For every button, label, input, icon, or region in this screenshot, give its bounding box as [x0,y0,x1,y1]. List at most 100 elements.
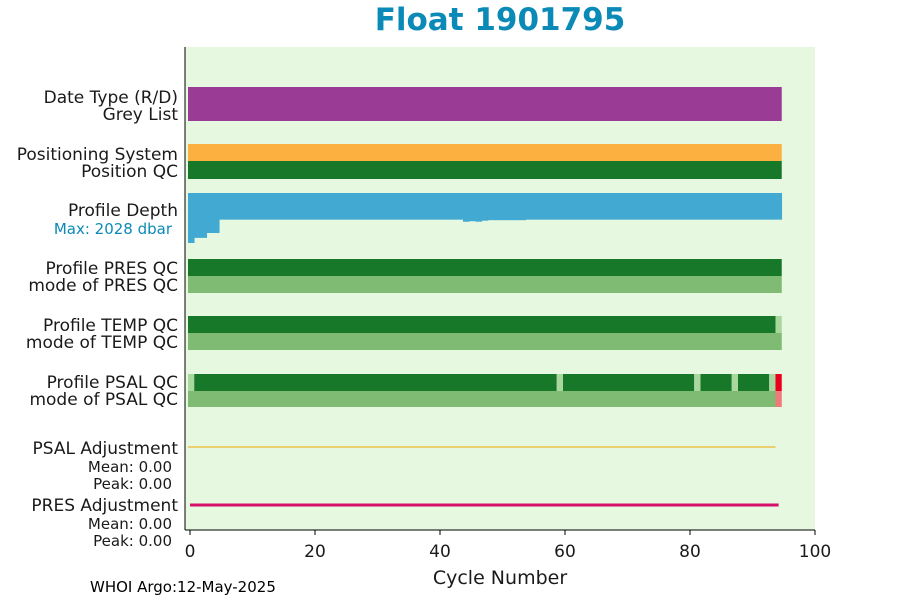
profile-depth-bar [650,193,658,220]
row-label-profile-psal-qc: Profile PSAL QC [47,373,178,393]
profile-depth-bar [513,193,520,221]
bar-grey-list [188,104,782,121]
profile-depth-bar [613,193,620,220]
profile-depth-bar [400,193,408,220]
profile-depth-bar [263,193,270,220]
pres-adjustment-peak: Peak: 0.00 [93,532,172,550]
row-label-grey-list: Grey List [103,105,179,125]
profile-depth-bar [394,193,401,220]
bar-profile-pres-qc [188,259,782,276]
profile-depth-bar [306,193,314,220]
axes: 0 20 40 60 80 100 [184,47,831,562]
bar-profile-psal-qc [731,374,738,391]
profile-depth-bar [506,193,514,221]
bar-profile-psal-qc [700,374,732,391]
profile-depth-bar [556,193,564,220]
profile-depth-bar [281,193,289,220]
profile-depth-bar [744,193,751,220]
profile-depth-bar [681,193,689,220]
row-label-psal-adjustment: PSAL Adjustment [33,439,179,459]
profile-depth-bar [763,193,770,220]
bar-profile-temp-qc [775,316,782,333]
profile-depth-bar [481,193,489,221]
profile-depth-bar [544,193,551,220]
profile-depth-bar [600,193,608,220]
row-label-position-qc: Position QC [81,162,178,182]
bar-profile-psal-qc [556,374,563,391]
profile-depth-bar [519,193,526,221]
profile-depth-bar [719,193,726,220]
profile-depth-bar [363,193,370,220]
profile-depth-bar [619,193,626,220]
profile-depth-bar [725,193,733,220]
profile-depth-bar [419,193,426,220]
profile-depth-bar [231,193,239,220]
profile-depth-bar [731,193,739,220]
profile-depth-bar [313,193,320,220]
chart-title: Float 1901795 [374,2,626,38]
profile-depth-bar [700,193,708,220]
row-label-pres-adjustment: PRES Adjustment [31,496,178,516]
profile-depth-bar [338,193,345,220]
x-axis-title: Cycle Number [433,567,567,589]
bar-profile-temp-qc [188,316,776,333]
row-label-positioning-system: Positioning System [17,145,178,165]
profile-depth-bar [475,193,483,222]
profile-depth-bar [538,193,545,220]
bar-mode-of-pres-qc [188,276,782,293]
x-tick-label: 100 [799,542,831,562]
profile-depth-bar [769,193,776,220]
profile-depth-bar [525,193,533,220]
profile-depth-bar [569,193,576,220]
profile-depth-bar [631,193,639,220]
bar-position-qc [188,161,782,179]
psal-adjustment-mean: Mean: 0.00 [88,458,172,476]
row-label-profile-temp-qc: Profile TEMP QC [43,316,178,336]
bar-profile-psal-qc [563,374,695,391]
profile-depth-bar [406,193,414,220]
profile-depth-bar [325,193,333,220]
profile-depth-bar [531,193,539,220]
profile-depth-bar [356,193,364,220]
profile-depth-bar [488,193,495,221]
profile-depth-bar [656,193,664,220]
profile-depth-bar [206,193,214,233]
row-label-date-type: Date Type (R/D) [44,88,178,108]
row-label-profile-pres-qc: Profile PRES QC [45,259,178,279]
profile-depth-bar [269,193,276,220]
bar-profile-psal-qc [188,374,195,391]
profile-depth-bar [756,193,764,220]
profile-depth-bar [413,193,420,220]
profile-depth-bar [738,193,745,220]
profile-depth-bar [450,193,458,220]
profile-depth-bar [213,193,220,233]
profile-depth-bar [188,193,195,243]
x-tick-label: 20 [304,542,326,562]
profile-depth-bar [550,193,558,220]
bar-mode-of-psal-qc [775,391,782,407]
profile-depth-bar [256,193,264,220]
footer-credit: WHOI Argo:12-May-2025 [90,578,276,596]
x-tick-label: 0 [185,542,196,562]
profile-depth-bar [300,193,308,220]
profile-depth-bar [456,193,464,220]
profile-depth-bar [444,193,451,220]
profile-depth-bar [438,193,445,220]
profile-depth-bar [694,193,701,220]
profile-depth-bar [294,193,301,220]
profile-depth-bar [500,193,508,221]
profile-depth-bar [750,193,758,220]
x-tick-label: 40 [429,542,451,562]
x-tick-label: 80 [679,542,701,562]
row-label-mode-pres-qc: mode of PRES QC [28,276,178,296]
profile-depth-bar [675,193,683,220]
profile-depth-bar [194,193,201,238]
profile-depth-bar [369,193,376,220]
bar-profile-psal-qc [694,374,701,391]
profile-depth-bar [238,193,245,220]
profile-depth-bar [388,193,395,220]
profile-depth-bar [375,193,383,220]
profile-depth-max-label: Max: 2028 dbar [54,220,173,238]
profile-depth-bar [425,193,433,220]
profile-depth-bar [594,193,601,220]
